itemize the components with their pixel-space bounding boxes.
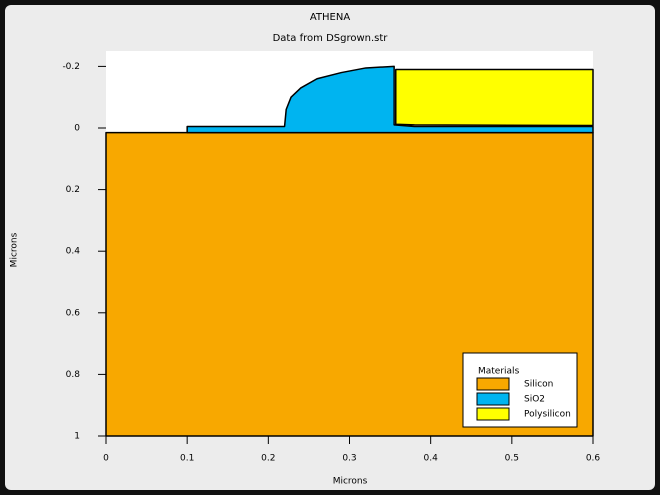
x-tick-label: 0.5	[505, 454, 519, 464]
x-tick-label: 0.2	[261, 454, 275, 464]
legend-label: Silicon	[524, 380, 553, 390]
legend-title: Materials	[478, 367, 520, 377]
x-tick-label: 0	[103, 454, 109, 464]
y-tick-label: 0	[74, 124, 80, 134]
x-tick-label: 0.6	[586, 454, 601, 464]
x-tick-label: 0.3	[342, 454, 356, 464]
y-tick-label: 0.2	[66, 185, 80, 195]
x-tick-label: 0.1	[180, 454, 194, 464]
legend-swatch	[476, 407, 510, 421]
legend-swatch	[476, 377, 510, 391]
x-axis-label: Microns	[333, 477, 368, 487]
region-2	[395, 68, 594, 127]
legend-label: Polysilicon	[524, 410, 571, 420]
y-tick-label: 0.8	[66, 370, 81, 380]
y-axis-label: Microns	[10, 232, 20, 267]
x-tick-label: 0.4	[424, 454, 439, 464]
legend-swatch	[476, 392, 510, 406]
y-tick-label: 1	[74, 432, 80, 442]
y-tick-label: 0.6	[66, 308, 81, 318]
chart-subtitle: Data from DSgrown.str	[273, 33, 389, 44]
region-1	[186, 65, 594, 134]
chart-title: ATHENA	[310, 12, 350, 23]
y-tick-label: -0.2	[62, 62, 80, 72]
y-tick-label: 0.4	[66, 247, 81, 257]
legend-label: SiO2	[524, 395, 545, 405]
